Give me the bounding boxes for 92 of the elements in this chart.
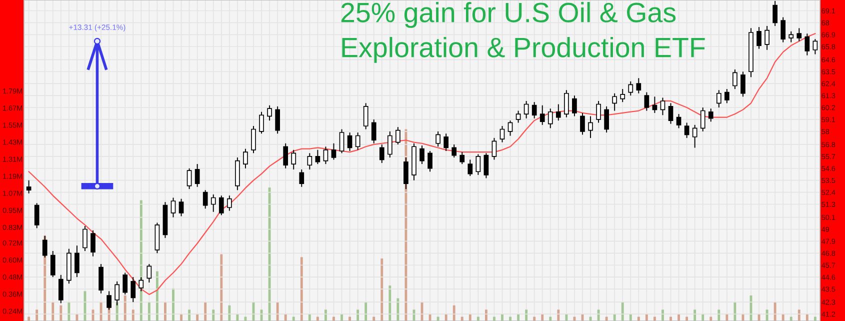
candlestick [532, 102, 537, 119]
candlestick [588, 116, 593, 138]
candlestick [636, 78, 642, 94]
candlestick [764, 25, 770, 50]
candlestick [676, 114, 682, 129]
candlestick [194, 164, 200, 188]
candlestick [756, 26, 762, 50]
candlestick [130, 276, 136, 303]
candlestick [122, 272, 128, 295]
candlestick [251, 126, 256, 154]
candlestick [772, 0, 778, 26]
candlestick [259, 111, 264, 134]
candlestick [396, 126, 400, 145]
candlestick [500, 126, 505, 143]
candlestick [708, 108, 714, 122]
candlestick [379, 144, 384, 164]
candlestick [668, 102, 674, 124]
candlestick [660, 97, 666, 116]
candlestick [460, 152, 465, 165]
candlestick [796, 28, 802, 42]
candlestick [556, 104, 561, 122]
candlestick [740, 71, 746, 98]
candlestick [596, 100, 601, 124]
candlestick [716, 90, 722, 108]
candlestick [540, 104, 545, 126]
line-series [28, 33, 816, 296]
candlestick [291, 149, 296, 170]
candlestick [788, 30, 794, 43]
candlestick [347, 132, 352, 152]
candlestick [548, 108, 553, 129]
candlestick [516, 110, 521, 124]
candlestick [580, 112, 585, 136]
candlestick [315, 149, 320, 165]
candlestick [387, 130, 392, 158]
candlestick [307, 152, 312, 170]
candlestick [612, 92, 618, 112]
candlestick [218, 195, 224, 216]
candlestick [363, 102, 368, 130]
candlestick [90, 230, 96, 257]
candlestick [492, 137, 497, 160]
candlestick [98, 264, 104, 294]
candlestick [323, 146, 328, 165]
candlestick [275, 106, 280, 134]
candlestick [684, 122, 690, 138]
candlestick [74, 245, 80, 278]
candlestick [50, 250, 56, 278]
candlestick [524, 100, 529, 119]
candlestick [700, 107, 706, 132]
candlestick [339, 128, 344, 154]
candlestick [732, 68, 738, 90]
candlestick [444, 133, 448, 152]
candlestick [692, 124, 698, 148]
candlestick [178, 198, 184, 217]
candlestick [210, 194, 216, 212]
candlestick [604, 106, 609, 133]
candlestick [572, 95, 577, 117]
candlestick [371, 118, 376, 144]
candlestick [26, 180, 32, 194]
candlestick [82, 226, 88, 252]
candlestick [436, 130, 440, 148]
candlestick [355, 132, 360, 150]
candlestick [564, 90, 569, 118]
candlestick [476, 154, 481, 176]
candlestick [226, 195, 232, 212]
candlestick [243, 148, 248, 169]
candlestick [58, 274, 64, 304]
candlestick [331, 142, 336, 160]
text: 25% gain for U.S Oil & Gas Exploration & Production ETF [341, 2, 705, 63]
candlestick [652, 96, 658, 114]
candlestick [724, 88, 730, 104]
candlestick [138, 276, 144, 292]
candlestick [628, 80, 634, 96]
candlestick [620, 88, 626, 103]
candlestick [170, 197, 176, 218]
candlestick [508, 120, 513, 136]
candlestick [42, 235, 48, 258]
candlestick [202, 190, 208, 210]
candlestick [780, 16, 786, 43]
candlestick [484, 152, 489, 179]
candlestick [428, 150, 432, 172]
candlestick [644, 92, 650, 112]
candlestick [186, 168, 192, 190]
candlestick [34, 202, 40, 229]
candlestick [146, 264, 152, 284]
candlestick [804, 33, 810, 56]
candlestick [267, 104, 272, 122]
candlestick [404, 157, 408, 190]
candlestick [468, 159, 473, 176]
candlestick [283, 142, 288, 169]
candlestick [299, 168, 304, 188]
candlestick [452, 144, 457, 158]
candlestick [420, 145, 424, 165]
